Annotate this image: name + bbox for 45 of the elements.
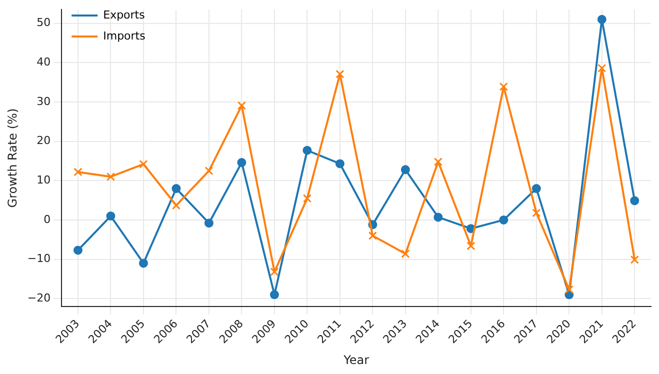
y-tick-label: 0: [44, 212, 51, 226]
legend-label: Exports: [103, 8, 146, 22]
point: [499, 82, 508, 91]
point: [204, 218, 214, 228]
point: [74, 168, 82, 176]
y-tick-label: 30: [36, 94, 51, 108]
point: [368, 231, 377, 240]
point: [564, 285, 574, 294]
point: [172, 201, 181, 210]
x-axis-title: Year: [342, 352, 370, 367]
legend-label: Imports: [103, 29, 146, 42]
point: [434, 157, 442, 166]
point: [73, 246, 82, 255]
point: [466, 242, 476, 250]
point: [597, 14, 606, 24]
point: [106, 212, 116, 221]
y-tick-label: 10: [36, 174, 51, 187]
point: [532, 208, 541, 218]
point: [204, 166, 214, 176]
point: [270, 268, 279, 276]
point: [172, 184, 181, 194]
point: [630, 196, 640, 206]
point: [434, 212, 443, 222]
point: [400, 165, 410, 174]
point: [336, 70, 344, 78]
point: [401, 249, 410, 258]
point: [138, 258, 148, 268]
point: [532, 184, 541, 194]
point: [237, 158, 246, 168]
point: [302, 194, 312, 203]
point: [302, 146, 312, 155]
y-tick-label: 40: [36, 56, 51, 69]
point: [270, 290, 279, 300]
point: [499, 215, 508, 224]
point: [630, 255, 639, 264]
y-tick-label: 50: [36, 16, 51, 30]
point: [139, 160, 148, 168]
y-axis-title: Growth Rate (%): [5, 108, 20, 208]
y-tick-label: −10: [27, 252, 51, 266]
y-tick-label: −20: [27, 291, 51, 304]
point: [598, 64, 606, 72]
point: [106, 172, 116, 181]
point: [335, 159, 344, 168]
y-tick-label: 20: [36, 134, 51, 148]
point: [237, 101, 246, 110]
